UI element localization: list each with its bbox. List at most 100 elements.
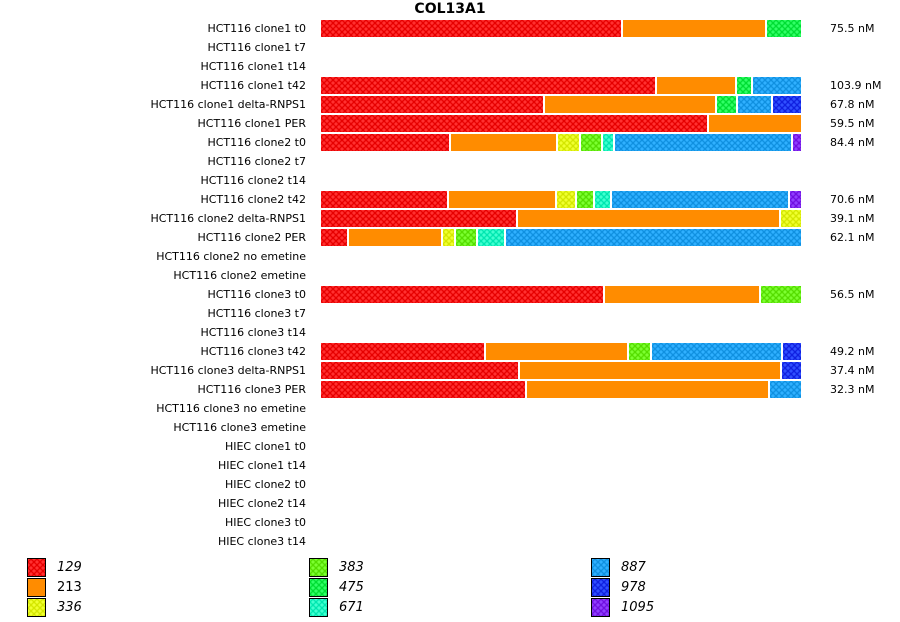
legend-swatch-213[interactable]	[27, 578, 46, 597]
row-label: HCT116 clone2 t14	[200, 174, 306, 187]
bar-segment-129[interactable]	[321, 362, 518, 379]
bar-segment-213[interactable]	[708, 115, 801, 132]
row-label: HCT116 clone1 t0	[207, 22, 306, 35]
bar-segment-213[interactable]	[348, 229, 441, 246]
bar-segment-129[interactable]	[321, 286, 603, 303]
legend-label: 383	[339, 560, 364, 575]
row-label: HCT116 clone2 t7	[207, 155, 306, 168]
row-value: 56.5 nM	[830, 288, 875, 301]
legend-label: 475	[339, 580, 364, 595]
legend-swatch-671[interactable]	[309, 598, 328, 617]
row-label: HIEC clone2 t0	[224, 478, 306, 491]
bar-segment-336[interactable]	[442, 229, 454, 246]
row-label: HCT116 clone1 t42	[200, 79, 306, 92]
bar-segment-978[interactable]	[772, 96, 801, 113]
bar-segment-129[interactable]	[321, 20, 622, 37]
bar-segment-213[interactable]	[657, 77, 735, 94]
row-value: 84.4 nM	[830, 136, 875, 149]
bar-segment-383[interactable]	[580, 134, 601, 151]
row-label: HCT116 clone1 t14	[200, 60, 306, 73]
row-label: HCT116 clone3 no emetine	[156, 402, 306, 415]
stacked-bar	[321, 191, 803, 208]
bar-segment-129[interactable]	[321, 134, 449, 151]
bar-segment-129[interactable]	[321, 191, 447, 208]
bar-segment-887[interactable]	[737, 96, 771, 113]
bar-segment-383[interactable]	[576, 191, 594, 208]
bar-segment-383[interactable]	[628, 343, 650, 360]
bar-segment-671[interactable]	[595, 191, 610, 208]
bar-segment-671[interactable]	[477, 229, 504, 246]
row-value: 67.8 nM	[830, 98, 875, 111]
legend-label: 336	[57, 600, 82, 615]
bar-segment-336[interactable]	[780, 210, 801, 227]
bar-segment-213[interactable]	[517, 210, 779, 227]
bar-segment-213[interactable]	[544, 96, 716, 113]
bar-segment-887[interactable]	[651, 343, 781, 360]
bar-segment-887[interactable]	[611, 191, 788, 208]
bar-segment-475[interactable]	[736, 77, 751, 94]
row-label: HCT116 clone2 no emetine	[156, 250, 306, 263]
row-value: 32.3 nM	[830, 383, 875, 396]
bar-segment-336[interactable]	[556, 191, 575, 208]
bar-segment-129[interactable]	[321, 229, 347, 246]
row-value: 103.9 nM	[830, 79, 882, 92]
stacked-bar	[321, 96, 803, 113]
row-label: HIEC clone1 t14	[217, 459, 306, 472]
row-label: HCT116 clone2 emetine	[173, 269, 306, 282]
row-value: 37.4 nM	[830, 364, 875, 377]
row-label: HCT116 clone2 delta-RNPS1	[150, 212, 306, 225]
bar-segment-887[interactable]	[753, 77, 801, 94]
stacked-bar	[321, 381, 803, 398]
bar-segment-129[interactable]	[321, 115, 707, 132]
row-label: HCT116 clone3 t7	[207, 307, 306, 320]
bar-segment-1095[interactable]	[789, 191, 801, 208]
bar-segment-383[interactable]	[455, 229, 476, 246]
row-label: HCT116 clone2 t0	[207, 136, 306, 149]
legend-swatch-336[interactable]	[27, 598, 46, 617]
bar-segment-213[interactable]	[448, 191, 555, 208]
bar-segment-1095[interactable]	[792, 134, 801, 151]
row-value: 59.5 nM	[830, 117, 875, 130]
bar-segment-129[interactable]	[321, 96, 543, 113]
bar-segment-129[interactable]	[321, 343, 484, 360]
row-label: HIEC clone1 t0	[224, 440, 306, 453]
stacked-bar	[321, 343, 803, 360]
stacked-bar	[321, 77, 803, 94]
bar-segment-213[interactable]	[519, 362, 780, 379]
bar-segment-978[interactable]	[781, 362, 801, 379]
bar-segment-671[interactable]	[602, 134, 613, 151]
bar-segment-475[interactable]	[767, 20, 801, 37]
legend-label: 887	[621, 560, 646, 575]
stacked-bar	[321, 134, 803, 151]
bar-segment-129[interactable]	[321, 210, 516, 227]
bar-segment-887[interactable]	[505, 229, 801, 246]
row-label: HCT116 clone3 PER	[197, 383, 306, 396]
legend-swatch-978[interactable]	[591, 578, 610, 597]
bar-segment-887[interactable]	[614, 134, 791, 151]
bar-segment-213[interactable]	[450, 134, 556, 151]
bar-segment-978[interactable]	[782, 343, 801, 360]
row-label: HCT116 clone3 delta-RNPS1	[150, 364, 306, 377]
bar-segment-213[interactable]	[604, 286, 759, 303]
bar-segment-129[interactable]	[321, 77, 656, 94]
row-value: 49.2 nM	[830, 345, 875, 358]
bar-segment-213[interactable]	[526, 381, 768, 398]
stacked-bar	[321, 362, 803, 379]
chart-title: COL13A1	[414, 1, 486, 17]
bar-segment-213[interactable]	[623, 20, 766, 37]
bar-segment-475[interactable]	[717, 96, 736, 113]
legend-swatch-887[interactable]	[591, 558, 610, 577]
bar-segment-383[interactable]	[760, 286, 801, 303]
row-label: HCT116 clone3 emetine	[173, 421, 306, 434]
legend-label: 129	[57, 560, 82, 575]
row-label: HCT116 clone3 t0	[207, 288, 306, 301]
bar-segment-129[interactable]	[321, 381, 525, 398]
bar-segment-213[interactable]	[485, 343, 627, 360]
legend-label: 671	[339, 600, 364, 615]
legend-swatch-1095[interactable]	[591, 598, 610, 617]
bar-segment-336[interactable]	[557, 134, 579, 151]
legend-swatch-383[interactable]	[309, 558, 328, 577]
legend-swatch-475[interactable]	[309, 578, 328, 597]
bar-segment-887[interactable]	[769, 381, 801, 398]
legend-swatch-129[interactable]	[27, 558, 46, 577]
